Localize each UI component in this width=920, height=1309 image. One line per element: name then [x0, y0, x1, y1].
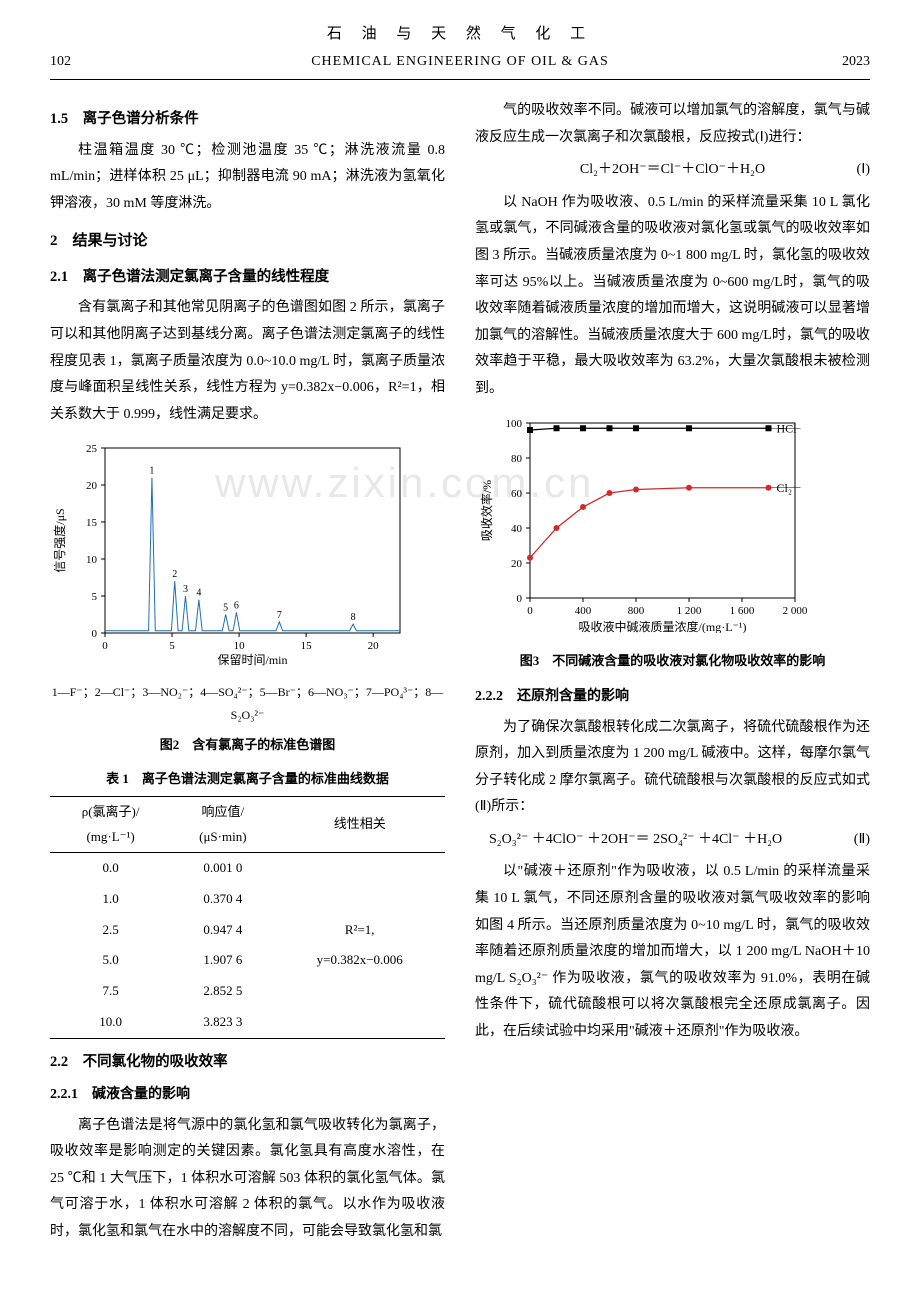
table-cell: 1.0	[50, 884, 171, 915]
equation-2: S₂O₃²⁻ ＋4ClO⁻ ＋2OH⁻＝ 2SO₄²⁻ ＋4Cl⁻ ＋H₂O (…	[475, 827, 870, 854]
figure-2-legend: 1—F⁻；2—Cl⁻；3—NO₂⁻；4—SO₄²⁻；5—Br⁻；6—NO₃⁻；7…	[50, 681, 445, 727]
svg-text:20: 20	[368, 640, 380, 652]
table-cell: 7.5	[50, 976, 171, 1007]
svg-text:5: 5	[169, 640, 175, 652]
svg-text:20: 20	[86, 480, 98, 492]
table-cell: 0.0	[50, 853, 171, 884]
figure-2-caption: 图2 含有氯离子的标准色谱图	[50, 733, 445, 758]
section-1-5-title: 1.5 离子色谱分析条件	[50, 106, 445, 134]
content-columns: 1.5 离子色谱分析条件 柱温箱温度 30 ℃；检测池温度 35 ℃；淋洗液流量…	[50, 98, 870, 1246]
section-2-2-title: 2.2 不同氯化物的吸收效率	[50, 1049, 445, 1077]
left-column: 1.5 离子色谱分析条件 柱温箱温度 30 ℃；检测池温度 35 ℃；淋洗液流量…	[50, 98, 445, 1246]
section-2-1-title: 2.1 离子色谱法测定氯离子含量的线性程度	[50, 264, 445, 292]
section-2-1-text: 含有氯离子和其他常见阴离子的色谱图如图 2 所示，氯离子可以和其他阴离子达到基线…	[50, 295, 445, 428]
right-p1: 气的吸收效率不同。碱液可以增加氯气的溶解度，氯气与碱液反应生成一次氯离子和次氯酸…	[475, 98, 870, 151]
svg-text:0: 0	[102, 640, 108, 652]
table-1-title: 表 1 离子色谱法测定氯离子含量的标准曲线数据	[50, 767, 445, 792]
section-2-2-1-text: 离子色谱法是将气源中的氯化氢和氯气吸收转化为氯离子，吸收效率是影响测定的关键因素…	[50, 1113, 445, 1246]
svg-text:8: 8	[351, 613, 356, 624]
table-cell: 2.5	[50, 915, 171, 946]
section-2-2-2-title: 2.2.2 还原剂含量的影响	[475, 684, 870, 711]
svg-text:80: 80	[511, 453, 523, 465]
table-cell	[274, 976, 445, 1007]
svg-text:5: 5	[92, 591, 98, 603]
table-cell	[274, 884, 445, 915]
svg-text:吸收液中碱液质量浓度/(mg·L⁻¹): 吸收液中碱液质量浓度/(mg·L⁻¹)	[579, 619, 747, 633]
equation-1: Cl₂＋2OH⁻＝Cl⁻＋ClO⁻＋H₂O (Ⅰ)	[475, 157, 870, 184]
svg-text:800: 800	[628, 605, 645, 617]
table-cell: y=0.382x−0.006	[274, 945, 445, 976]
table-cell: 2.852 5	[171, 976, 274, 1007]
svg-text:3: 3	[183, 584, 188, 595]
svg-text:吸收效率/%: 吸收效率/%	[479, 479, 494, 540]
table-cell: 3.823 3	[171, 1007, 274, 1038]
svg-text:1: 1	[149, 466, 154, 477]
svg-text:5: 5	[223, 603, 228, 614]
svg-text:60: 60	[511, 488, 523, 500]
svg-text:15: 15	[301, 640, 313, 652]
svg-text:0: 0	[527, 605, 533, 617]
table-1-col-2: 线性相关	[274, 797, 445, 853]
section-2-2-2-p2: 以"碱液＋还原剂"作为吸收液，以 0.5 L/min 的采样流量采集 10 L …	[475, 859, 870, 1045]
svg-text:1 600: 1 600	[730, 605, 755, 617]
section-2-2-2-p1: 为了确保次氯酸根转化成二次氯离子，将硫代硫酸根作为还原剂，加入到质量浓度为 1 …	[475, 715, 870, 821]
svg-text:0: 0	[517, 593, 523, 605]
figure-2-svg: 05101520051015202512345678保留时间/min信号强度/μ…	[50, 438, 410, 668]
table-cell	[274, 853, 445, 884]
svg-text:2 000: 2 000	[783, 605, 808, 617]
svg-text:6: 6	[234, 601, 239, 612]
svg-text:信号强度/μS: 信号强度/μS	[52, 509, 67, 573]
section-2-2-1-title: 2.2.1 碱液含量的影响	[50, 1082, 445, 1109]
svg-text:7: 7	[277, 610, 282, 621]
table-cell: 0.947 4	[171, 915, 274, 946]
figure-3-svg: 04008001 2001 6002 000020406080100HClCl₂…	[475, 413, 845, 633]
figure-3: www.zixin.com.cn 04008001 2001 6002 0000…	[475, 413, 870, 674]
year: 2023	[842, 49, 870, 76]
right-column: 气的吸收效率不同。碱液可以增加氯气的溶解度，氯气与碱液反应生成一次氯离子和次氯酸…	[475, 98, 870, 1246]
svg-text:20: 20	[511, 558, 523, 570]
svg-text:25: 25	[86, 443, 98, 455]
table-cell: 10.0	[50, 1007, 171, 1038]
figure-3-caption: 图3 不同碱液含量的吸收液对氯化物吸收效率的影响	[475, 649, 870, 674]
svg-text:100: 100	[506, 418, 523, 430]
right-p2: 以 NaOH 作为吸收液、0.5 L/min 的采样流量采集 10 L 氯化氢或…	[475, 190, 870, 403]
svg-text:0: 0	[92, 628, 98, 640]
page-number: 102	[50, 49, 71, 76]
table-1-col-1: 响应值/ (μS·min)	[171, 797, 274, 853]
page-header: 102 石 油 与 天 然 气 化 工 CHEMICAL ENGINEERING…	[50, 20, 870, 80]
svg-text:1 200: 1 200	[677, 605, 702, 617]
svg-text:保留时间/min: 保留时间/min	[217, 653, 287, 667]
section-2-title: 2 结果与讨论	[50, 227, 445, 256]
table-cell: 0.001 0	[171, 853, 274, 884]
table-cell	[274, 1007, 445, 1038]
table-cell: 1.907 6	[171, 945, 274, 976]
table-cell: 5.0	[50, 945, 171, 976]
table-cell: 0.370 4	[171, 884, 274, 915]
table-1-col-0: ρ(氯离子)/ (mg·L⁻¹)	[50, 797, 171, 853]
svg-text:2: 2	[172, 570, 177, 581]
journal-title-cn: 石 油 与 天 然 气 化 工	[50, 20, 870, 49]
svg-text:10: 10	[86, 554, 98, 566]
svg-text:15: 15	[86, 517, 98, 529]
journal-title-en: CHEMICAL ENGINEERING OF OIL & GAS	[50, 49, 870, 76]
table-1: ρ(氯离子)/ (mg·L⁻¹) 响应值/ (μS·min) 线性相关 0.00…	[50, 796, 445, 1039]
svg-text:4: 4	[196, 588, 201, 599]
table-cell: R²=1,	[274, 915, 445, 946]
figure-2: 05101520051015202512345678保留时间/min信号强度/μ…	[50, 438, 445, 757]
svg-text:400: 400	[575, 605, 592, 617]
section-1-5-text: 柱温箱温度 30 ℃；检测池温度 35 ℃；淋洗液流量 0.8 mL/min；进…	[50, 138, 445, 218]
svg-text:10: 10	[234, 640, 246, 652]
svg-text:40: 40	[511, 523, 523, 535]
